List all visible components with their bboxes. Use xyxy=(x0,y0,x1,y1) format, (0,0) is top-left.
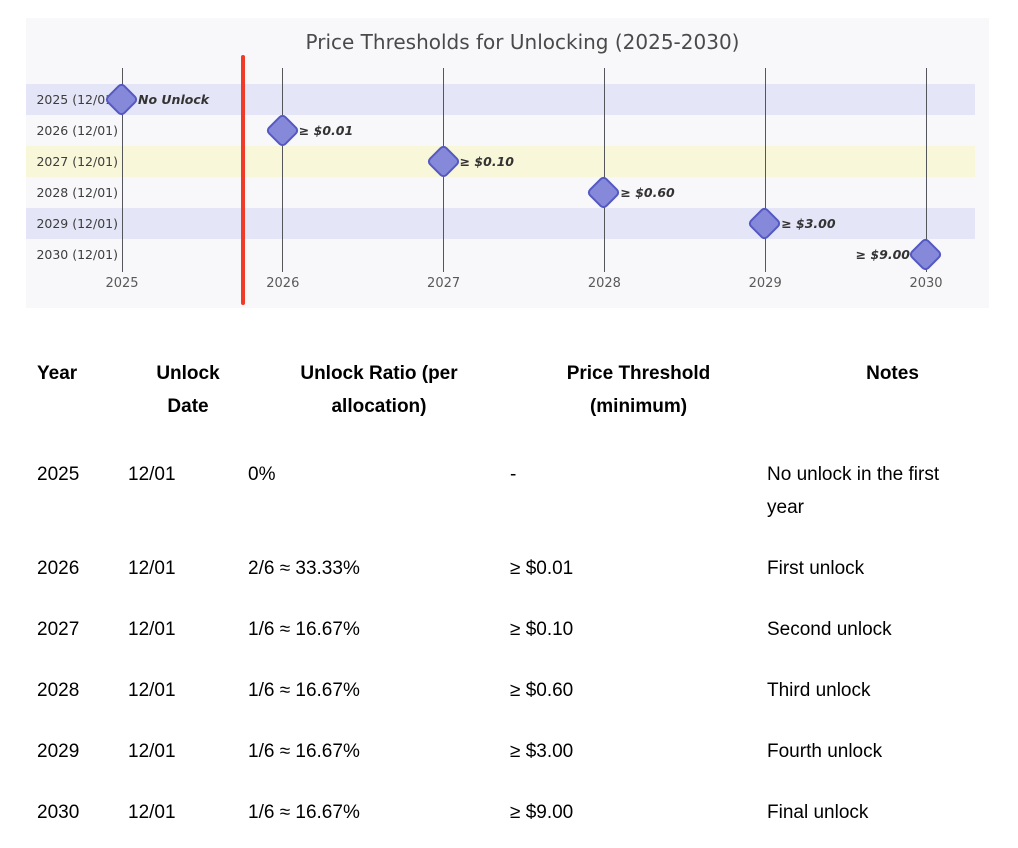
header-notes-label: Notes xyxy=(866,363,919,384)
table-body: 2025 12/01 0% - No unlock in the first year 2… xyxy=(0,458,1018,829)
cell-unlock-date: 12/01 xyxy=(128,464,176,485)
marker-2028 xyxy=(586,174,622,210)
marker-annotation-2025: No Unlock xyxy=(138,92,210,107)
cell-unlock-date: 12/01 xyxy=(128,558,176,579)
cell-unlock-ratio: 1/6 ≈ 16.67% xyxy=(248,741,360,762)
header-unlock-date-label: Unlock Date xyxy=(156,363,220,417)
table-row-2029: 2029 12/01 1/6 ≈ 16.67% ≥ $3.00 Fourth unloc… xyxy=(0,735,1018,768)
cell-price-threshold: ≥ $3.00 xyxy=(510,741,574,762)
y-axis-label-2028: 2028 (12/01) xyxy=(36,185,118,200)
gridline-2026 xyxy=(282,68,284,272)
x-axis-label-2027: 2027 xyxy=(427,276,461,291)
marker-annotation-2026: ≥ $0.01 xyxy=(298,123,354,138)
cell-notes: Third unlock xyxy=(767,680,871,701)
marker-annotation-2028: ≥ $0.60 xyxy=(620,185,675,200)
cell-year: 2026 xyxy=(37,558,80,579)
cell-unlock-date: 12/01 xyxy=(128,802,176,823)
cell-unlock-ratio: 1/6 ≈ 16.67% xyxy=(248,680,360,701)
row-band-2025 xyxy=(26,84,975,115)
cell-notes: No unlock in the first year xyxy=(767,464,940,518)
header-year: Year xyxy=(37,357,128,390)
cell-notes: Fourth unlock xyxy=(767,741,883,762)
table-row-2026: 2026 12/01 2/6 ≈ 33.33% ≥ $0.01 First unlock xyxy=(0,552,1018,585)
chart-title: Price Thresholds for Unlocking (2025-203… xyxy=(305,30,740,54)
cell-year: 2025 xyxy=(37,464,80,485)
gridline-2028 xyxy=(603,68,605,272)
cell-unlock-date: 12/01 xyxy=(128,619,176,640)
unlock-schedule-table: Year Unlock Date Unlock Ratio (per alloc… xyxy=(0,357,1018,848)
marker-2026 xyxy=(264,112,300,148)
x-axis-label-2029: 2029 xyxy=(748,276,782,291)
cell-year: 2028 xyxy=(37,680,80,701)
cell-unlock-ratio: 1/6 ≈ 16.67% xyxy=(248,802,360,823)
table-header-row: Year Unlock Date Unlock Ratio (per alloc… xyxy=(0,357,1018,423)
cell-unlock-ratio: 2/6 ≈ 33.33% xyxy=(248,558,360,579)
y-axis-label-2026: 2026 (12/01) xyxy=(36,123,118,138)
row-band-2027 xyxy=(26,146,975,177)
cell-price-threshold: ≥ $0.10 xyxy=(510,619,574,640)
header-unlock-ratio-label: Unlock Ratio (per allocation) xyxy=(300,363,458,417)
row-band-2029 xyxy=(26,208,975,239)
cell-unlock-ratio: 1/6 ≈ 16.67% xyxy=(248,619,360,640)
table-row-2030: 2030 12/01 1/6 ≈ 16.67% ≥ $9.00 Final unlock xyxy=(0,796,1018,829)
header-price-threshold: Price Threshold (minimum) xyxy=(510,357,767,423)
gridline-2030 xyxy=(925,68,927,272)
cell-notes: Second unlock xyxy=(767,619,892,640)
y-axis-label-2029: 2029 (12/01) xyxy=(36,216,118,231)
x-axis-label-2028: 2028 xyxy=(587,276,621,291)
cell-unlock-date: 12/01 xyxy=(128,680,176,701)
cell-price-threshold: ≥ $0.60 xyxy=(510,680,574,701)
cell-price-threshold: ≥ $9.00 xyxy=(510,802,574,823)
header-notes: Notes xyxy=(767,357,1018,390)
table-row-2028: 2028 12/01 1/6 ≈ 16.67% ≥ $0.60 Third unlock xyxy=(0,674,1018,707)
cell-unlock-ratio: 0% xyxy=(248,464,276,485)
y-axis-label-2025: 2025 (12/01) xyxy=(36,92,118,107)
header-year-label: Year xyxy=(37,363,78,384)
marker-annotation-2027: ≥ $0.10 xyxy=(459,154,514,169)
cell-notes: Final unlock xyxy=(767,802,869,823)
header-unlock-date: Unlock Date xyxy=(128,357,248,423)
y-axis-label-2030: 2030 (12/01) xyxy=(36,247,118,262)
price-threshold-chart: 2025 (12/01) 2026 (12/01) 2027 (12/01) 2028… xyxy=(26,18,989,308)
marker-annotation-2029: ≥ $3.00 xyxy=(781,216,836,231)
cell-price-threshold: - xyxy=(510,464,517,485)
cell-year: 2029 xyxy=(37,741,80,762)
cell-year: 2027 xyxy=(37,619,80,640)
x-axis-label-2030: 2030 xyxy=(909,276,943,291)
x-axis-label-2026: 2026 xyxy=(266,276,300,291)
gridline-2025 xyxy=(121,68,123,272)
marker-2030 xyxy=(907,236,944,272)
y-axis-label-2027: 2027 (12/01) xyxy=(36,154,118,169)
cell-unlock-date: 12/01 xyxy=(128,741,176,762)
cell-year: 2030 xyxy=(37,802,80,823)
divider-line xyxy=(241,55,245,305)
table-row-2027: 2027 12/01 1/6 ≈ 16.67% ≥ $0.10 Second unloc… xyxy=(0,613,1018,646)
cell-notes: First unlock xyxy=(767,558,865,579)
cell-price-threshold: ≥ $0.01 xyxy=(510,558,574,579)
marker-annotation-2030: ≥ $9.00 xyxy=(855,247,910,262)
table-row-2025: 2025 12/01 0% - No unlock in the first year xyxy=(0,458,1018,524)
x-axis-label-2025: 2025 xyxy=(105,276,139,291)
gridline-2029 xyxy=(764,68,766,272)
header-price-threshold-label: Price Threshold (minimum) xyxy=(566,363,711,417)
header-unlock-ratio: Unlock Ratio (per allocation) xyxy=(248,357,510,423)
